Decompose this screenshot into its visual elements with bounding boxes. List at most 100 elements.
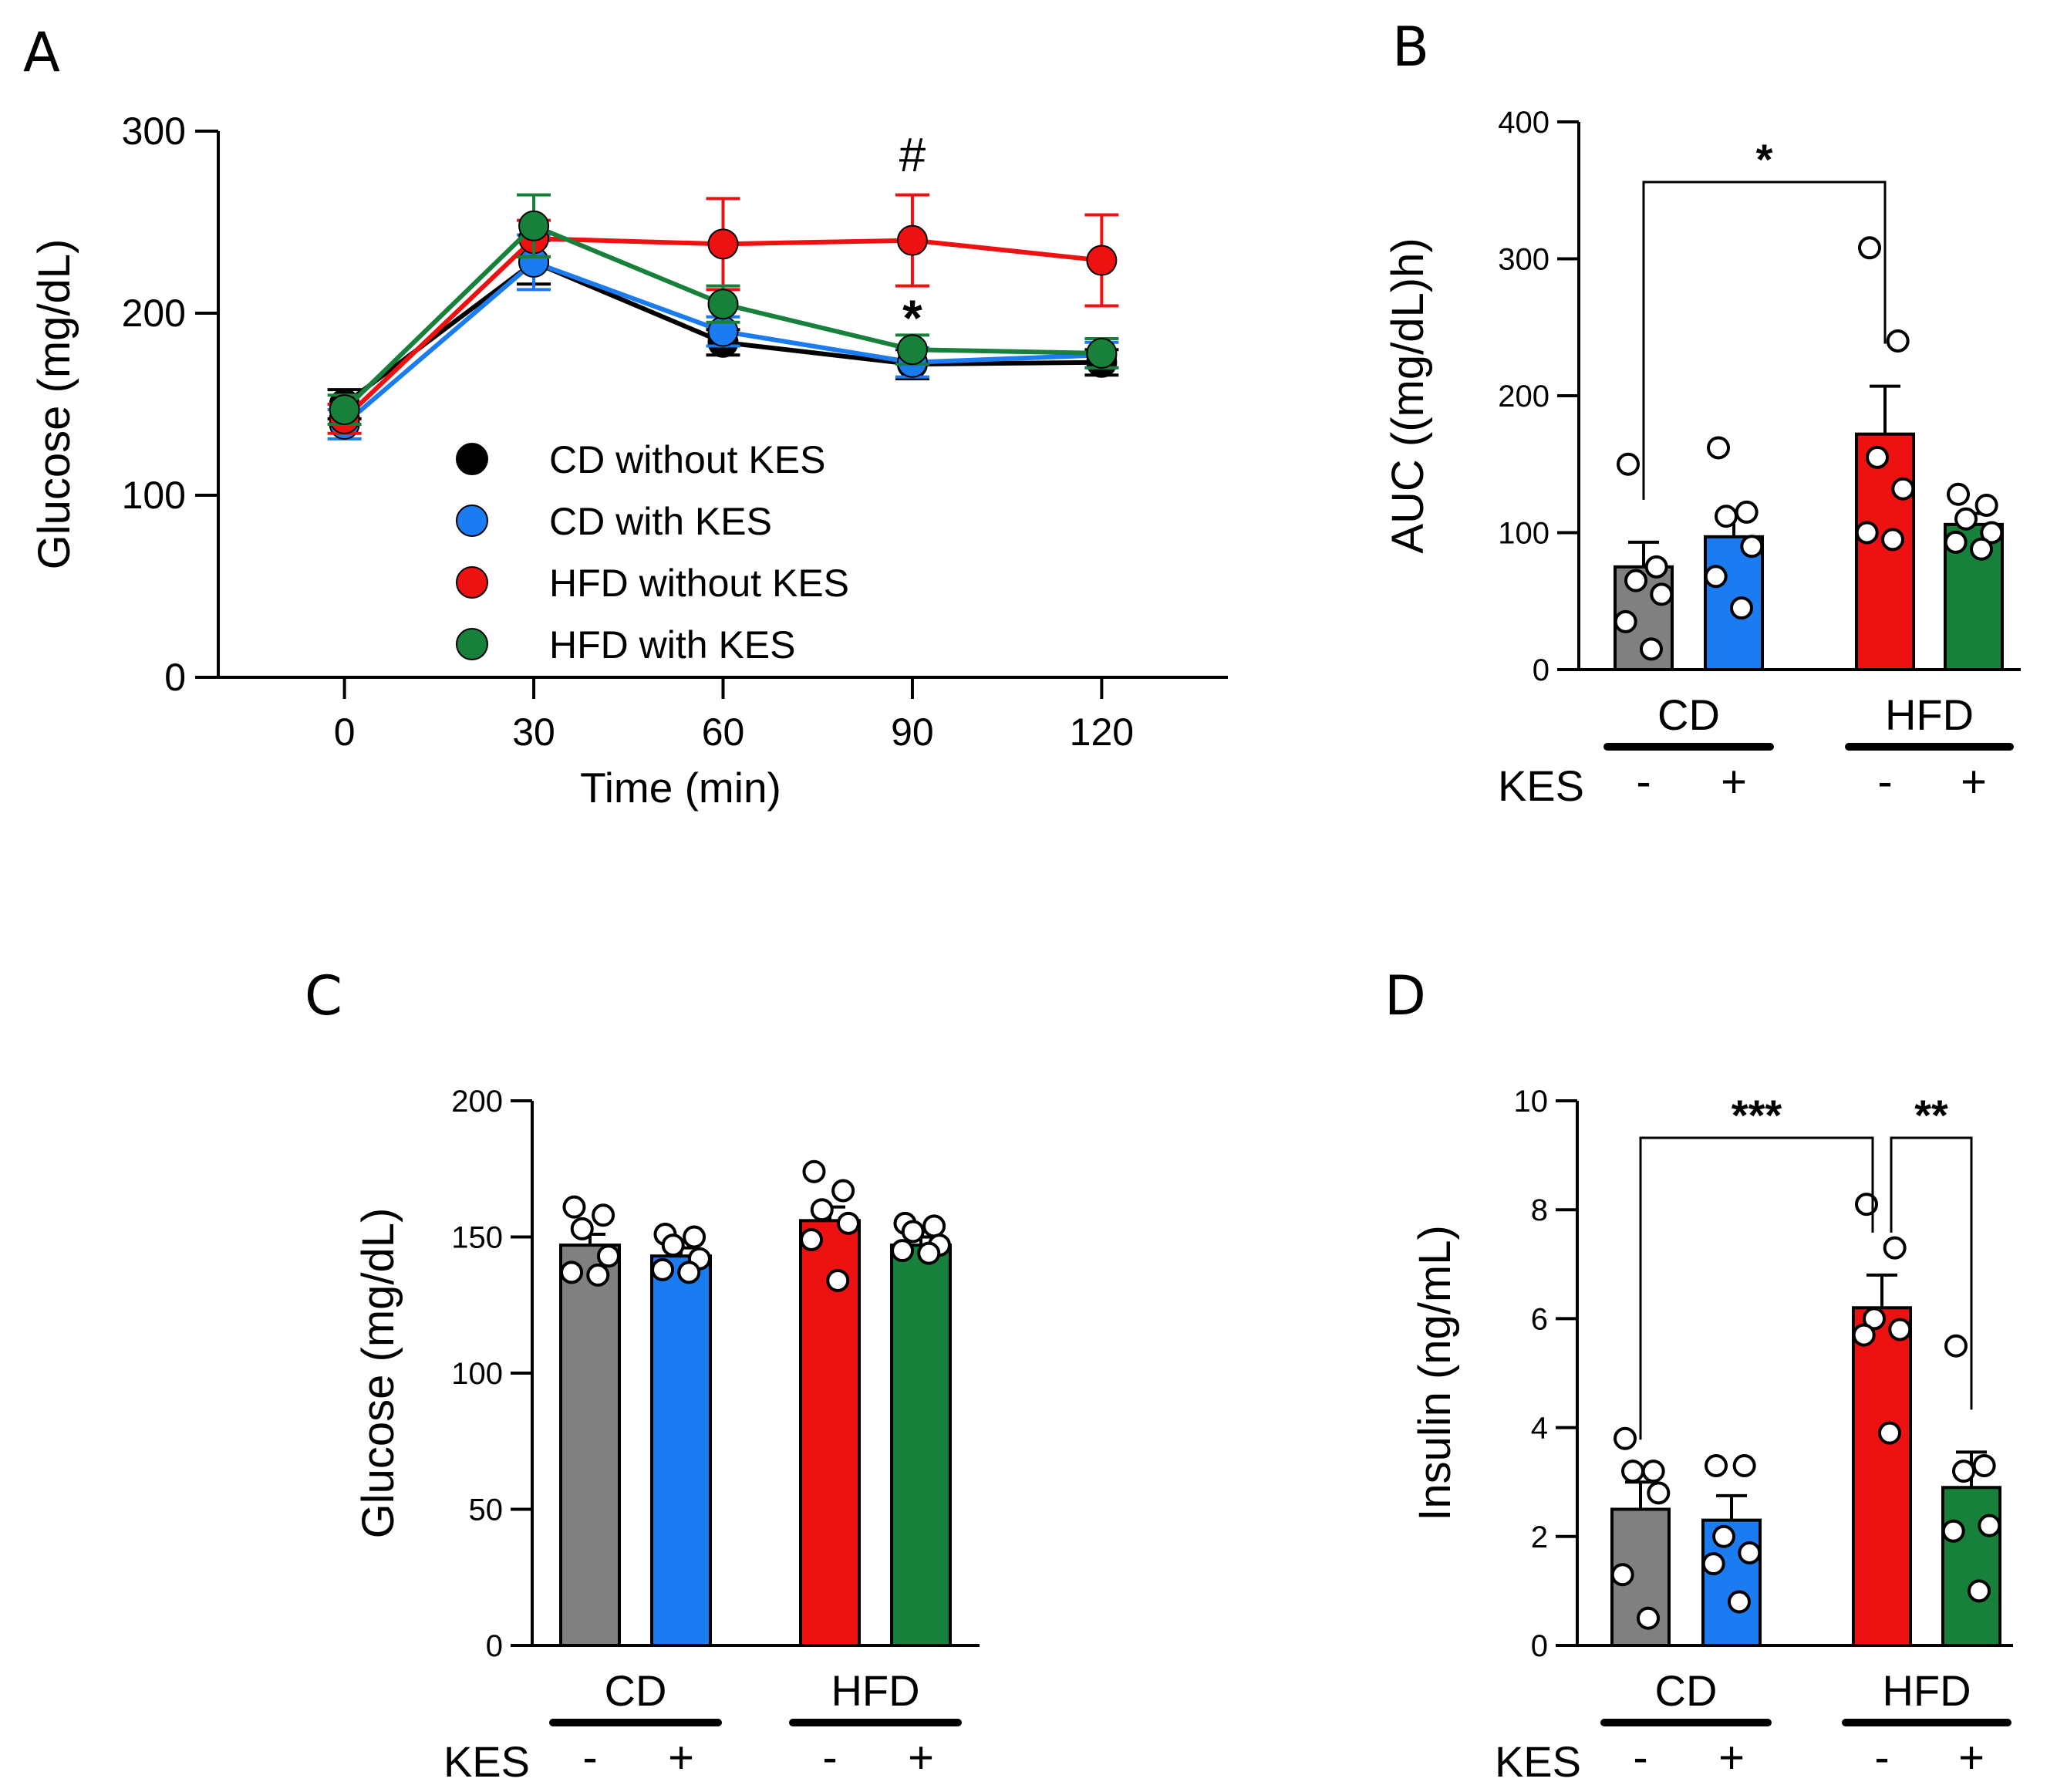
kes-sign: + (668, 1733, 694, 1783)
kes-sign: - (1636, 757, 1651, 807)
bar (1855, 432, 1915, 671)
data-point (560, 1260, 584, 1284)
data-point (831, 1179, 855, 1203)
legend-label: CD without KES (549, 438, 825, 481)
y-tick-label: 50 (469, 1493, 504, 1527)
significance-bracket (1890, 1136, 1973, 1410)
data-point (1641, 1460, 1665, 1483)
kes-sign: + (1721, 757, 1747, 807)
data-point (1647, 1481, 1671, 1505)
annotation-star: * (902, 289, 922, 346)
kes-sign: + (1961, 757, 1987, 807)
data-point (1978, 1514, 2001, 1537)
x-tick-label: 90 (891, 710, 934, 754)
group-label: CD (1657, 690, 1720, 739)
x-tick-label: 60 (702, 710, 745, 754)
y-tick-label: 0 (1533, 653, 1549, 687)
data-point (1624, 569, 1648, 592)
data-point (677, 1260, 701, 1284)
bar (799, 1219, 861, 1647)
data-point (917, 1241, 941, 1265)
data-point (329, 394, 360, 426)
data-point (1617, 452, 1641, 476)
data-point (896, 224, 928, 256)
data-point (1086, 245, 1118, 276)
panel-letter-a: A (23, 21, 60, 84)
kes-sign: - (1877, 757, 1892, 807)
y-tick-label: 300 (1498, 243, 1549, 277)
bar (890, 1244, 952, 1647)
x-tick-label: 0 (334, 710, 356, 754)
kes-sign: - (1874, 1733, 1889, 1783)
data-point (1954, 507, 1978, 531)
data-point (1707, 436, 1731, 460)
y-tick-label: 0 (486, 1629, 503, 1663)
data-point (1740, 535, 1764, 559)
data-point (1712, 1524, 1736, 1548)
data-point (1866, 445, 1890, 469)
kes-sign: - (822, 1733, 837, 1783)
x-tick-label: 30 (512, 710, 555, 754)
legend-label: HFD without KES (549, 562, 849, 605)
y-tick-label: 200 (1498, 380, 1549, 413)
data-point (800, 1228, 824, 1252)
data-point (802, 1159, 826, 1183)
data-point (1972, 1454, 1996, 1478)
y-tick-label: 8 (1531, 1193, 1548, 1227)
data-point (1947, 482, 1971, 506)
data-point (1855, 521, 1879, 545)
group-label: CD (605, 1666, 667, 1715)
data-point (1944, 530, 1968, 554)
bar (1704, 535, 1764, 672)
y-tick-label: 10 (1514, 1085, 1549, 1119)
y-axis-title: Glucose (mg/dL) (29, 239, 79, 570)
group-label: HFD (1885, 690, 1974, 739)
y-axis-title: Glucose (mg/dL) (353, 1208, 403, 1539)
data-point (901, 1220, 925, 1244)
legend-label: HFD with KES (549, 623, 796, 667)
significance-bracket (1642, 181, 1887, 500)
y-axis-title: Insulin (ng/mL) (1410, 1225, 1460, 1521)
y-tick-label: 200 (122, 292, 186, 335)
data-point (1086, 337, 1118, 369)
data-point (570, 1217, 594, 1240)
panel-letter-c: C (305, 964, 342, 1028)
legend-marker (456, 628, 488, 660)
bar (559, 1244, 621, 1647)
data-point (1732, 1454, 1756, 1478)
legend-marker (456, 566, 488, 599)
y-tick-label: 2 (1531, 1520, 1548, 1554)
group-label: CD (1655, 1666, 1718, 1715)
data-point (1944, 1334, 1968, 1358)
factor-label: KES (1495, 1737, 1581, 1786)
significance-stars: * (1756, 135, 1773, 184)
data-point (1701, 1552, 1725, 1576)
data-point (596, 1244, 620, 1268)
data-point (826, 1268, 850, 1292)
data-point (1969, 537, 1993, 561)
kes-sign: - (582, 1733, 597, 1783)
y-tick-label: 0 (1531, 1629, 1548, 1663)
y-tick-label: 6 (1531, 1302, 1548, 1336)
data-point (891, 1239, 915, 1263)
y-tick-label: 150 (451, 1221, 503, 1255)
data-point (1614, 1426, 1637, 1450)
y-tick-label: 100 (122, 474, 186, 517)
y-tick-label: 4 (1531, 1412, 1548, 1446)
kes-sign: + (908, 1733, 934, 1783)
data-point (1650, 582, 1674, 606)
data-point (1967, 1579, 1991, 1603)
data-point (651, 1257, 675, 1281)
kes-sign: + (1718, 1733, 1745, 1783)
kes-sign: - (1633, 1733, 1647, 1783)
data-point (1644, 555, 1668, 579)
data-point (661, 1233, 685, 1257)
data-point (1610, 1563, 1634, 1587)
data-point (518, 210, 550, 241)
data-point (1883, 1236, 1907, 1260)
y-tick-label: 200 (451, 1085, 503, 1119)
data-point (592, 1203, 615, 1227)
